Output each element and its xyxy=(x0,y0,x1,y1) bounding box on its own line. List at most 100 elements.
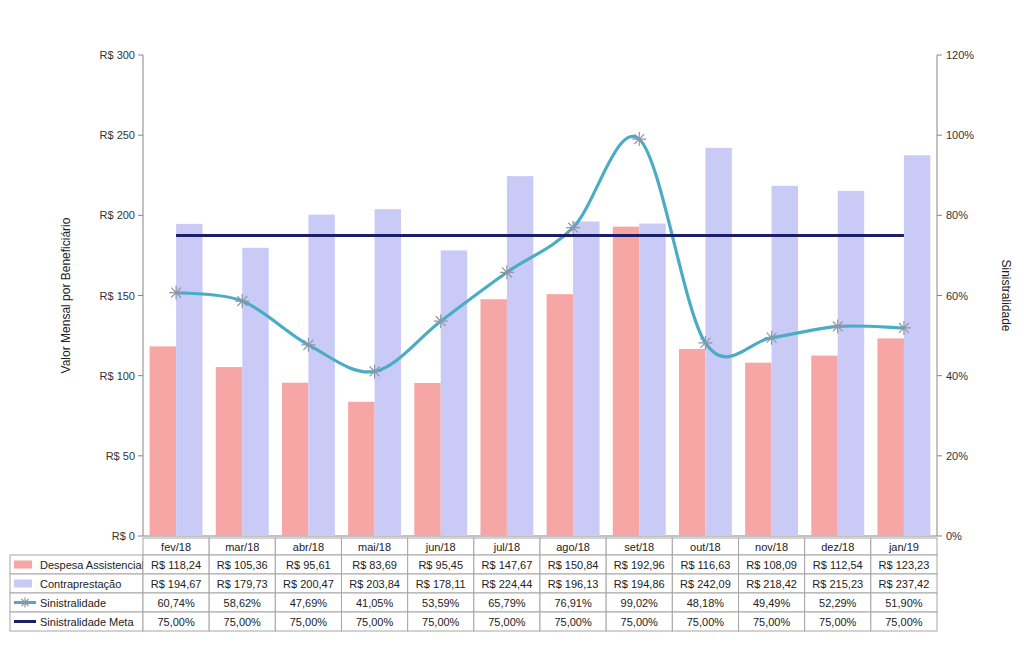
data-label: 41,05% xyxy=(356,597,394,609)
table-cell xyxy=(342,574,408,593)
data-label: 75,00% xyxy=(488,616,526,628)
data-label: R$ 147,67 xyxy=(482,559,533,571)
y-tick-label: R$ 150 xyxy=(100,290,135,302)
data-label: 75,00% xyxy=(422,616,460,628)
legend-key xyxy=(14,620,36,623)
y2-tick xyxy=(937,455,942,456)
y-axis-title: Valor Mensal por Beneficiário xyxy=(59,217,73,373)
table-cell xyxy=(540,612,606,631)
data-label: R$ 179,73 xyxy=(217,578,268,590)
x-tick-label: out/18 xyxy=(690,541,721,553)
data-label: R$ 196,13 xyxy=(548,578,599,590)
table-cell xyxy=(739,574,805,593)
data-label: R$ 242,09 xyxy=(680,578,731,590)
table-cell xyxy=(672,574,738,593)
table-cell xyxy=(805,555,871,574)
bar xyxy=(507,176,533,536)
data-label: R$ 178,11 xyxy=(416,578,466,590)
data-label: R$ 116,63 xyxy=(680,559,730,571)
table-cell xyxy=(143,593,209,612)
data-table: fev/18mar/18abr/18mai/18jun/18jul/18ago/… xyxy=(10,538,937,631)
data-label: 75,00% xyxy=(687,616,725,628)
table-cell xyxy=(672,555,738,574)
table-cell xyxy=(209,612,275,631)
y2-tick-label: 40% xyxy=(946,370,968,382)
data-label: R$ 95,61 xyxy=(286,559,331,571)
data-label: 75,00% xyxy=(157,616,195,628)
data-label: R$ 83,69 xyxy=(352,559,397,571)
bar xyxy=(772,186,798,536)
data-label: R$ 194,86 xyxy=(614,578,665,590)
x-tick-label: nov/18 xyxy=(755,541,788,553)
line-marker xyxy=(20,598,30,608)
table-header-cell xyxy=(209,538,275,555)
x-tick-label: mai/18 xyxy=(358,541,391,553)
table-header-cell xyxy=(275,538,341,555)
data-label: 75,00% xyxy=(885,616,923,628)
y2-tick xyxy=(937,215,942,216)
table-cell xyxy=(143,612,209,631)
data-label: 60,74% xyxy=(157,597,195,609)
table-cell xyxy=(408,555,474,574)
data-label: 52,29% xyxy=(819,597,857,609)
line-marker xyxy=(566,221,580,235)
bar xyxy=(150,346,176,536)
table-cell xyxy=(275,612,341,631)
line-marker xyxy=(235,294,249,308)
bar xyxy=(242,248,268,536)
x-tick-label: jun/18 xyxy=(425,541,456,553)
data-label: R$ 118,24 xyxy=(151,559,201,571)
table-header-cell xyxy=(342,538,408,555)
bar xyxy=(348,402,374,536)
bar xyxy=(811,356,837,536)
data-label: R$ 200,47 xyxy=(283,578,334,590)
table-cell xyxy=(606,593,672,612)
y-tick xyxy=(138,135,143,136)
y2-tick-label: 100% xyxy=(946,129,974,141)
table-cell xyxy=(408,612,474,631)
table-header-cell xyxy=(805,538,871,555)
data-label: 75,00% xyxy=(621,616,659,628)
data-label: 75,00% xyxy=(819,616,857,628)
data-label: 47,69% xyxy=(290,597,328,609)
x-tick-label: abr/18 xyxy=(293,541,324,553)
table-cell xyxy=(739,593,805,612)
table-cell xyxy=(209,593,275,612)
y2-tick-label: 0% xyxy=(946,530,962,542)
bar xyxy=(547,294,573,536)
table-cell xyxy=(805,612,871,631)
table-header-cell xyxy=(474,538,540,555)
table-cell xyxy=(672,593,738,612)
table-cell xyxy=(606,555,672,574)
data-label: 49,49% xyxy=(753,597,791,609)
y-tick-label: R$ 250 xyxy=(100,129,135,141)
data-label: 75,00% xyxy=(356,616,394,628)
data-label: R$ 194,67 xyxy=(151,578,202,590)
line-marker xyxy=(831,319,845,333)
bar xyxy=(441,250,467,536)
table-cell xyxy=(739,555,805,574)
bar xyxy=(679,349,705,536)
table-cell xyxy=(342,593,408,612)
x-tick-label: jan/19 xyxy=(888,541,919,553)
legend-label: Despesa Assistencial xyxy=(40,559,144,571)
table-cell xyxy=(342,612,408,631)
table-cell xyxy=(871,555,937,574)
bar xyxy=(414,383,440,536)
y-tick xyxy=(138,55,143,56)
table-cell xyxy=(871,612,937,631)
table-label-cell xyxy=(10,612,143,631)
data-label: 58,62% xyxy=(224,597,262,609)
bar xyxy=(745,363,771,536)
legend-label: Contraprestação xyxy=(40,578,121,590)
bar xyxy=(282,383,308,536)
table-label-cell xyxy=(10,574,143,593)
y2-axis-title: Sinistralidade xyxy=(999,259,1013,331)
table-cell xyxy=(474,612,540,631)
data-label: R$ 224,44 xyxy=(482,578,533,590)
data-label: 75,00% xyxy=(554,616,592,628)
y2-tick xyxy=(937,295,942,296)
data-label: 51,90% xyxy=(885,597,923,609)
data-label: 53,59% xyxy=(422,597,460,609)
x-tick-label: jul/18 xyxy=(493,541,520,553)
